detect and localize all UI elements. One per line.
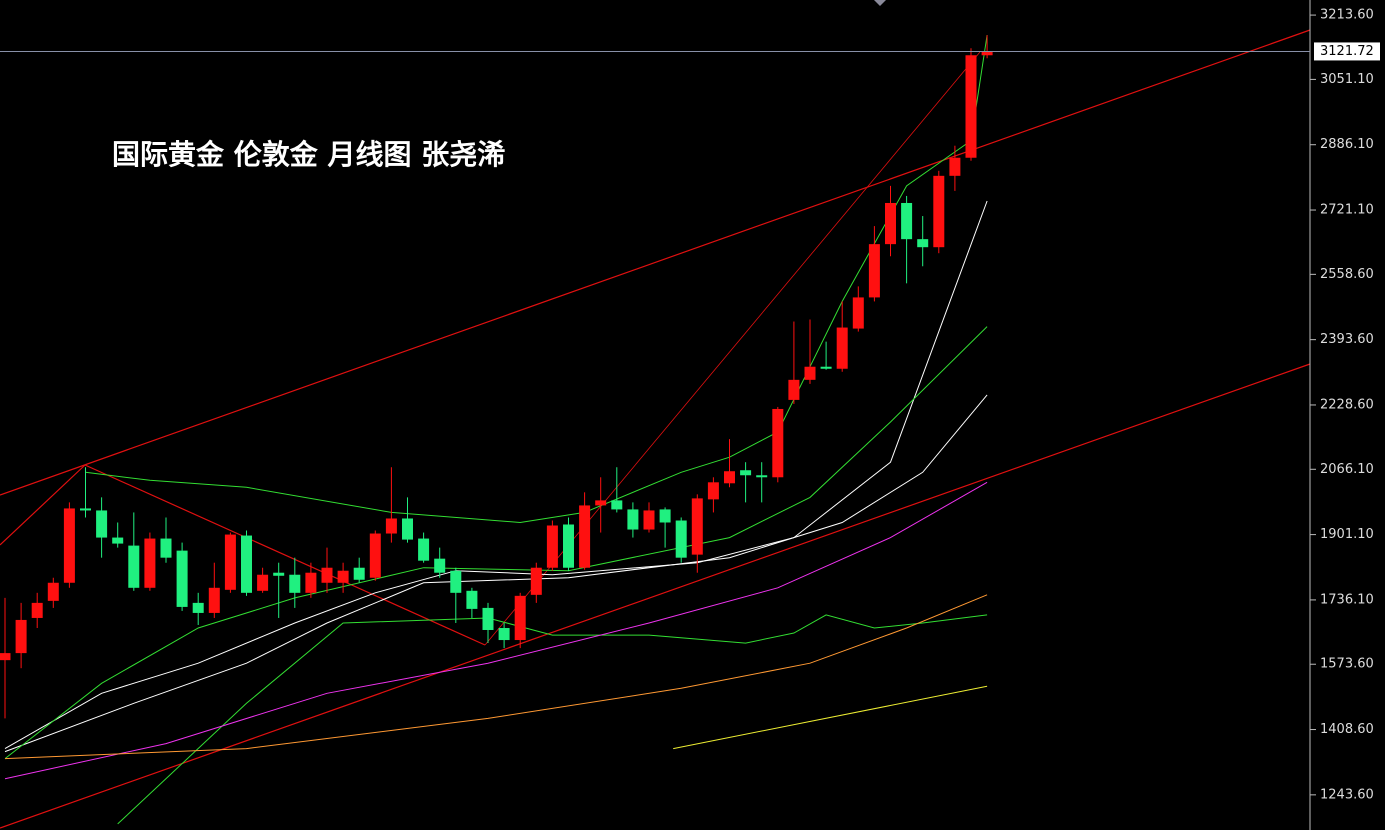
candle-body (418, 538, 430, 561)
candle-body (128, 545, 140, 588)
indicator-line (4, 394, 988, 753)
y-tick-label: 1243.60 (1320, 787, 1374, 802)
candle-body (369, 533, 381, 578)
trend-line (0, 363, 1311, 829)
candle-body (466, 590, 478, 609)
y-tick-label: 2066.10 (1320, 462, 1374, 477)
candle-body (724, 471, 735, 484)
candle-body (949, 157, 961, 176)
candle-body (643, 510, 655, 530)
y-tick-label: 2721.10 (1320, 203, 1374, 218)
y-tick-label: 3051.10 (1320, 72, 1374, 87)
candle-body (0, 653, 11, 661)
indicator-line (673, 685, 988, 750)
candle-body (659, 509, 671, 523)
candle-body (868, 244, 880, 298)
candle-body (321, 567, 333, 583)
y-tick-label: 2886.10 (1320, 137, 1374, 152)
y-tick-label: 2393.60 (1320, 332, 1374, 347)
candle-body (80, 508, 91, 511)
candle-body (611, 500, 623, 510)
candle-body (385, 518, 397, 534)
indicator-line (4, 326, 988, 759)
candle-body (289, 574, 301, 593)
candle-body (563, 524, 574, 568)
candle-body (820, 366, 832, 369)
candle-body (353, 567, 365, 580)
candle-body (885, 202, 896, 245)
indicator-line (4, 481, 988, 780)
candle-body (450, 570, 462, 593)
y-tick-label: 2228.60 (1320, 397, 1374, 412)
candle-body (691, 498, 703, 555)
candle-body (498, 628, 510, 641)
candle-body (901, 202, 913, 240)
candle-body (707, 482, 719, 500)
candle-body (15, 619, 27, 654)
candle-body (595, 500, 607, 506)
candle-body (208, 587, 220, 613)
y-tick-label: 1573.60 (1320, 657, 1374, 672)
candle-body (224, 534, 236, 590)
candle-body (112, 537, 124, 544)
candle-body (530, 567, 542, 595)
indicator-line (4, 594, 988, 760)
trend-line (0, 29, 1311, 496)
chart-title: 国际黄金 伦敦金 月线图 张尧浠 (112, 138, 505, 171)
trend-line (0, 464, 86, 546)
candle-body (514, 595, 526, 641)
y-tick-label: 2558.60 (1320, 267, 1374, 282)
candle-body (981, 51, 993, 56)
y-tick-label: 1408.60 (1320, 722, 1374, 737)
candle-body (47, 582, 59, 601)
candle-body (933, 175, 945, 248)
candle-body (546, 525, 558, 568)
candle-body (144, 538, 156, 588)
candle-body (241, 535, 252, 593)
indicator-line (117, 614, 988, 825)
last-price-label: 3121.72 (1320, 44, 1374, 59)
marker (874, 0, 886, 6)
trend-line (84, 464, 486, 646)
candle-body (756, 475, 768, 478)
candle-body (836, 327, 848, 369)
candle-body (482, 607, 494, 630)
candle-body (305, 572, 317, 593)
candle-body (31, 602, 43, 618)
y-tick-label: 1736.10 (1320, 592, 1374, 607)
last-price-box (1314, 42, 1380, 61)
candle-body (788, 379, 800, 400)
candle-body (965, 55, 977, 158)
candle-body (434, 558, 446, 573)
y-tick-label: 3213.60 (1320, 8, 1374, 23)
indicator-line (85, 35, 988, 524)
candle-body (852, 297, 864, 329)
candle-body (804, 366, 816, 380)
candle-body (402, 518, 413, 540)
candle-body (192, 602, 204, 613)
candle-body (772, 408, 784, 478)
candle-body (579, 505, 591, 568)
y-tick-label: 1901.10 (1320, 527, 1374, 542)
candle-body (257, 574, 269, 591)
candle-body (917, 239, 929, 248)
candle-body (96, 510, 108, 538)
candle-body (337, 570, 349, 583)
candle-body (273, 572, 285, 576)
candle-body (740, 470, 752, 476)
candle-body (63, 508, 75, 583)
candle-body (627, 509, 639, 530)
candle-body (160, 538, 172, 558)
candle-body (176, 550, 188, 607)
candle-body (675, 520, 687, 558)
